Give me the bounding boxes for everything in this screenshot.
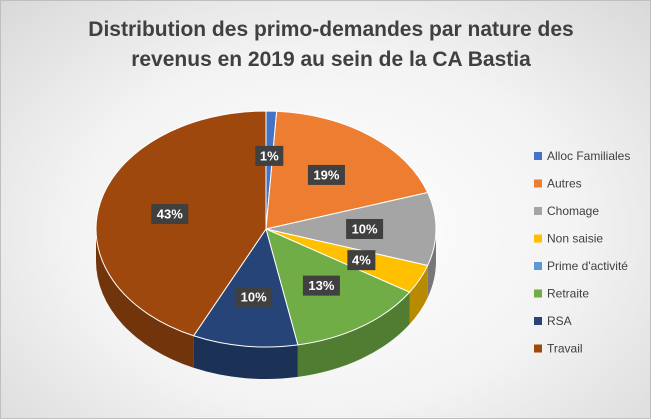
legend-label: Non saisie xyxy=(547,232,603,246)
legend-label: Chomage xyxy=(547,204,599,218)
chart-title: Distribution des primo-demandes par natu… xyxy=(88,18,574,71)
data-label-box xyxy=(151,204,189,225)
data-label-box xyxy=(307,164,345,185)
legend-swatch xyxy=(534,317,542,325)
data-label: 4% xyxy=(352,253,371,268)
slice-side xyxy=(193,335,298,379)
data-label: 1% xyxy=(260,148,279,163)
slice-side xyxy=(297,292,410,377)
slice-side xyxy=(409,265,428,325)
data-label-box xyxy=(255,145,284,166)
data-label-box xyxy=(346,219,384,239)
legend-label: Alloc Familiales xyxy=(547,149,630,163)
data-label: 19% xyxy=(313,167,339,182)
legend-label: Retraite xyxy=(547,287,589,301)
legend-swatch xyxy=(534,207,542,215)
slice-side xyxy=(427,229,436,298)
legend-label: RSA xyxy=(547,314,572,328)
legend-swatch xyxy=(534,344,542,353)
legend-swatch xyxy=(534,289,542,298)
legend-swatch xyxy=(534,152,542,160)
legend-swatch xyxy=(534,179,542,188)
data-label: 43% xyxy=(157,207,183,222)
legend-label: Prime d'activité xyxy=(547,259,628,273)
data-label-box xyxy=(347,250,376,271)
legend-label: Travail xyxy=(547,342,583,356)
data-label-box xyxy=(302,275,340,296)
legend-label: Autres xyxy=(547,177,582,191)
data-label: 10% xyxy=(241,289,267,304)
slice-side xyxy=(96,229,194,368)
legend-swatch xyxy=(534,234,542,243)
data-label: 13% xyxy=(308,278,334,293)
data-label: 10% xyxy=(352,221,378,236)
legend-swatch xyxy=(534,262,542,270)
data-label-box xyxy=(235,286,273,307)
slice xyxy=(265,110,429,230)
